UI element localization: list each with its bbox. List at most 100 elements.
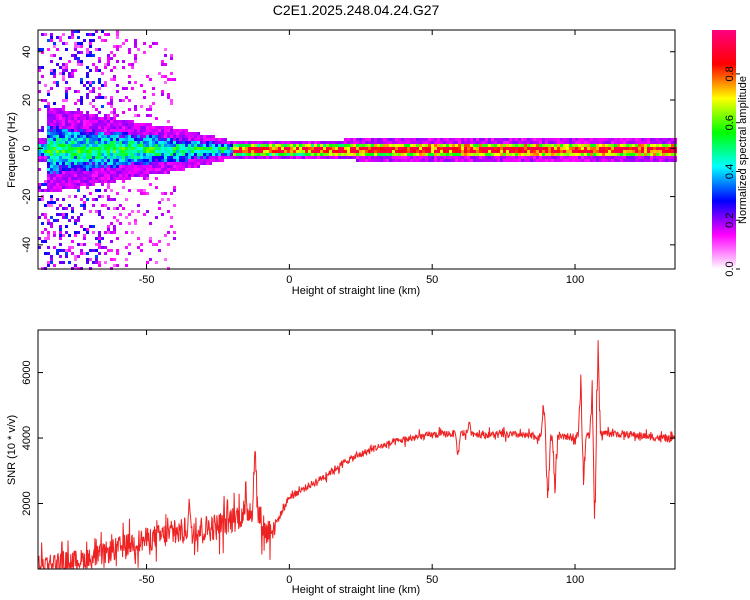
heatmap-cell [554,159,557,162]
heatmap-cell [161,63,164,66]
heatmap-cell [98,144,101,147]
heatmap-cell [611,150,614,153]
heatmap-cell [545,147,548,150]
heatmap-cell [101,153,104,156]
heatmap-cell [491,159,494,162]
heatmap-cell [155,186,158,189]
spectrogram-xlabel: Height of straight line (km) [292,285,420,297]
heatmap-cell [110,135,113,138]
heatmap-cell [92,129,95,132]
heatmap-cell [149,123,152,126]
heatmap-cell [575,150,578,153]
heatmap-cell [107,162,110,165]
heatmap-cell [470,159,473,162]
heatmap-cell [473,144,476,147]
heatmap-cell [47,186,50,189]
heatmap-cell [158,168,161,171]
heatmap-cell [104,180,107,183]
heatmap-cell [65,159,68,162]
heatmap-cell [134,171,137,174]
heatmap-cell [50,60,53,63]
heatmap-cell [473,159,476,162]
heatmap-cell [62,180,65,183]
heatmap-cell [473,153,476,156]
heatmap-cell [62,150,65,153]
heatmap-cell [146,147,149,150]
heatmap-cell [149,129,152,132]
heatmap-cell [128,150,131,153]
heatmap-cell [278,156,281,159]
heatmap-cell [236,150,239,153]
heatmap-cell [95,156,98,159]
heatmap-cell [161,165,164,168]
heatmap-cell [101,123,104,126]
heatmap-cell [155,147,158,150]
heatmap-cell [611,153,614,156]
heatmap-cell [122,123,125,126]
heatmap-cell [200,135,203,138]
heatmap-cell [104,177,107,180]
heatmap-cell [74,231,77,234]
heatmap-cell [80,150,83,153]
heatmap-cell [554,153,557,156]
heatmap-cell [95,150,98,153]
heatmap-cell [515,156,518,159]
heatmap-cell [182,153,185,156]
heatmap-cell [122,168,125,171]
heatmap-cell [41,138,44,141]
heatmap-cell [431,150,434,153]
heatmap-cell [197,144,200,147]
heatmap-cell [137,150,140,153]
heatmap-cell [599,159,602,162]
heatmap-cell [629,138,632,141]
heatmap-cell [233,147,236,150]
heatmap-cell [422,141,425,144]
heatmap-cell [80,165,83,168]
heatmap-cell [596,156,599,159]
heatmap-cell [65,171,68,174]
heatmap-cell [116,36,119,39]
heatmap-cell [263,150,266,153]
spectrogram-ylabel: Frequency (Hz) [6,112,18,188]
heatmap-cell [92,126,95,129]
heatmap-cell [113,117,116,120]
heatmap-cell [137,147,140,150]
heatmap-cell [665,144,668,147]
heatmap-cell [143,156,146,159]
heatmap-cell [659,144,662,147]
heatmap-cell [533,150,536,153]
heatmap-cell [86,183,89,186]
heatmap-cell [59,153,62,156]
heatmap-cell [89,120,92,123]
heatmap-cell [581,147,584,150]
heatmap-cell [86,168,89,171]
heatmap-cell [422,150,425,153]
heatmap-cell [404,153,407,156]
heatmap-cell [398,150,401,153]
heatmap-cell [149,156,152,159]
heatmap-cell [68,174,71,177]
heatmap-cell [545,138,548,141]
heatmap-cell [521,159,524,162]
heatmap-cell [95,123,98,126]
heatmap-cell [71,33,74,36]
heatmap-cell [209,156,212,159]
heatmap-cell [44,216,47,219]
heatmap-cell [641,138,644,141]
heatmap-cell [452,147,455,150]
heatmap-cell [80,177,83,180]
heatmap-cell [89,144,92,147]
heatmap-cell [416,156,419,159]
heatmap-cell [74,141,77,144]
heatmap-cell [104,150,107,153]
heatmap-cell [206,135,209,138]
heatmap-cell [299,150,302,153]
colorbar-tick-label: 0.8 [724,66,736,81]
heatmap-cell [197,156,200,159]
heatmap-cell [530,159,533,162]
heatmap-cell [62,153,65,156]
heatmap-cell [113,165,116,168]
heatmap-cell [380,141,383,144]
heatmap-cell [71,129,74,132]
heatmap-cell [572,144,575,147]
